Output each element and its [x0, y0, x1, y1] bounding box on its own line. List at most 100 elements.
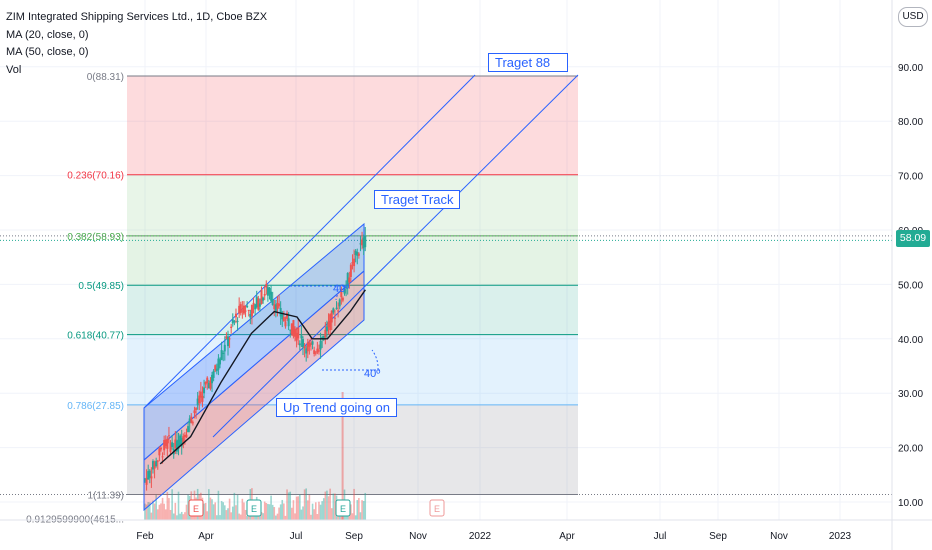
candle-body [159, 447, 162, 450]
x-tick-label: Nov [409, 531, 427, 542]
earnings-marker [429, 499, 445, 517]
chart-legend: ZIM Integrated Shipping Services Ltd., 1… [6, 9, 267, 79]
candle-body [343, 288, 346, 294]
candle-body [167, 435, 170, 437]
volume-bar [324, 491, 327, 520]
volume-bar [326, 490, 328, 520]
volume-bar [228, 498, 231, 520]
volume-spike [341, 392, 344, 520]
candle-body [211, 374, 214, 384]
volume-bar [364, 492, 367, 520]
volume-bar [241, 498, 244, 520]
candle-body [247, 309, 250, 311]
candle-body [276, 303, 279, 309]
candle-body [153, 462, 156, 469]
ma50-label[interactable]: MA (50, close, 0) [6, 46, 89, 58]
y-tick-label: 90.00 [898, 63, 923, 74]
earnings-marker-label: E [434, 504, 440, 514]
candle-body [190, 416, 193, 423]
candle-body [353, 258, 356, 267]
angle-arc-top [335, 285, 346, 301]
earnings-marker-label: E [193, 504, 199, 514]
target-track-callout[interactable]: Traget Track [374, 190, 461, 209]
candle-body [354, 250, 357, 255]
candle-body [362, 237, 365, 249]
symbol-title[interactable]: ZIM Integrated Shipping Services Ltd., 1… [6, 11, 268, 23]
volume-bar [238, 513, 240, 520]
fib-retracement[interactable]: 0(88.31) 0.236(70.16) 0.382(58.93) 0.5(49.8… [0, 72, 892, 525]
volume-bar [354, 515, 357, 520]
candles [144, 227, 367, 491]
volume-bar [222, 502, 225, 520]
candle-body [349, 264, 352, 277]
volume-bar [225, 510, 228, 520]
candle-body [340, 291, 343, 298]
volume-bar [231, 506, 234, 520]
target-line-upper [143, 74, 476, 409]
candle-body [284, 321, 287, 327]
up-trend-callout[interactable]: Up Trend going on [276, 398, 397, 417]
candle-body [239, 304, 242, 314]
volume-bar [292, 500, 295, 520]
candle-body [179, 435, 182, 446]
volume-bar [236, 494, 239, 520]
candle-body [303, 346, 306, 349]
candle-body [214, 365, 217, 371]
volume-bar [174, 502, 177, 520]
candle-body [148, 470, 151, 478]
candle-body [325, 326, 328, 332]
volume-bar [330, 508, 333, 520]
volume-bar [356, 500, 359, 520]
volume-bar [260, 511, 263, 520]
volume-bar [208, 489, 210, 520]
volume-bar [351, 513, 354, 520]
volume-bar [279, 504, 282, 520]
candle-body [242, 305, 245, 314]
y-axis[interactable]: 10.0020.0030.0040.0050.0060.0070.0080.00… [891, 0, 923, 550]
volume-bar [214, 502, 217, 520]
candle-body [255, 296, 258, 308]
target-88-callout[interactable]: Traget 88 [488, 53, 568, 72]
candle-body [246, 305, 249, 308]
volume-bar [252, 515, 255, 520]
candle-body [345, 286, 348, 288]
volume-label[interactable]: Vol [6, 63, 22, 76]
candle-body [263, 293, 266, 296]
candle-body [203, 387, 206, 394]
volume-bar [265, 502, 268, 520]
candle-body [290, 323, 293, 334]
volume-bar [263, 501, 266, 520]
volume-bar [271, 504, 274, 520]
volume-bar [318, 501, 320, 520]
candle-body [204, 381, 207, 385]
x-axis[interactable]: Feb Apr Jul Sep Nov 2022 Apr Jul Sep Nov 2023 [0, 519, 932, 542]
volume-bar [172, 513, 175, 520]
candle-body [297, 327, 300, 339]
candle-body [231, 319, 234, 324]
volume-bar [217, 490, 220, 520]
candle-body [294, 328, 297, 337]
candle-body [262, 297, 265, 301]
candle-body [319, 340, 322, 350]
volume-bar [332, 493, 335, 520]
candle-body [156, 460, 159, 462]
candle-body [346, 272, 349, 287]
candle-body [244, 310, 247, 312]
currency-button[interactable]: USD [898, 7, 928, 27]
candle-body [155, 460, 158, 467]
candle-body [144, 479, 146, 481]
volume-bar [155, 494, 157, 520]
volume-bar [267, 503, 269, 520]
candle-body [217, 358, 220, 370]
candle-body [161, 456, 164, 458]
candle-body [196, 398, 199, 406]
volume-bar [163, 503, 165, 520]
candle-body [171, 442, 174, 447]
volume-bar [262, 513, 264, 520]
candle-body [292, 320, 295, 337]
candle-body [282, 317, 285, 322]
volume-bar [160, 503, 162, 520]
ma20-label[interactable]: MA (20, close, 0) [6, 28, 89, 41]
